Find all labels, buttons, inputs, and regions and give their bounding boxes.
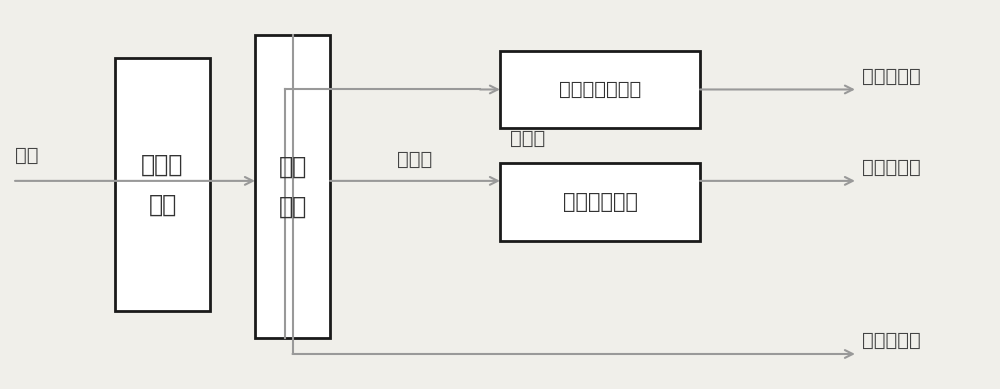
Bar xyxy=(115,58,210,311)
Text: 溶剂抜提脱硫: 溶剂抜提脱硫 xyxy=(562,192,638,212)
Text: 中馅分: 中馅分 xyxy=(397,150,433,169)
Text: 选择性加氢脱硫: 选择性加氢脱硫 xyxy=(559,80,641,99)
Text: 脱硫重馅分: 脱硫重馅分 xyxy=(862,67,921,86)
Bar xyxy=(500,51,700,128)
Text: 脱硫轻馅分: 脱硫轻馅分 xyxy=(862,331,921,350)
Text: 脱硫中馅分: 脱硫中馅分 xyxy=(862,158,921,177)
Bar xyxy=(255,35,330,338)
Text: 富硫油: 富硫油 xyxy=(510,129,545,148)
Bar xyxy=(500,163,700,241)
Text: 馏分
切割: 馏分 切割 xyxy=(278,155,307,218)
Text: 轻硫醇
转化: 轻硫醇 转化 xyxy=(141,153,184,216)
Text: 稳汽: 稳汽 xyxy=(15,146,38,165)
